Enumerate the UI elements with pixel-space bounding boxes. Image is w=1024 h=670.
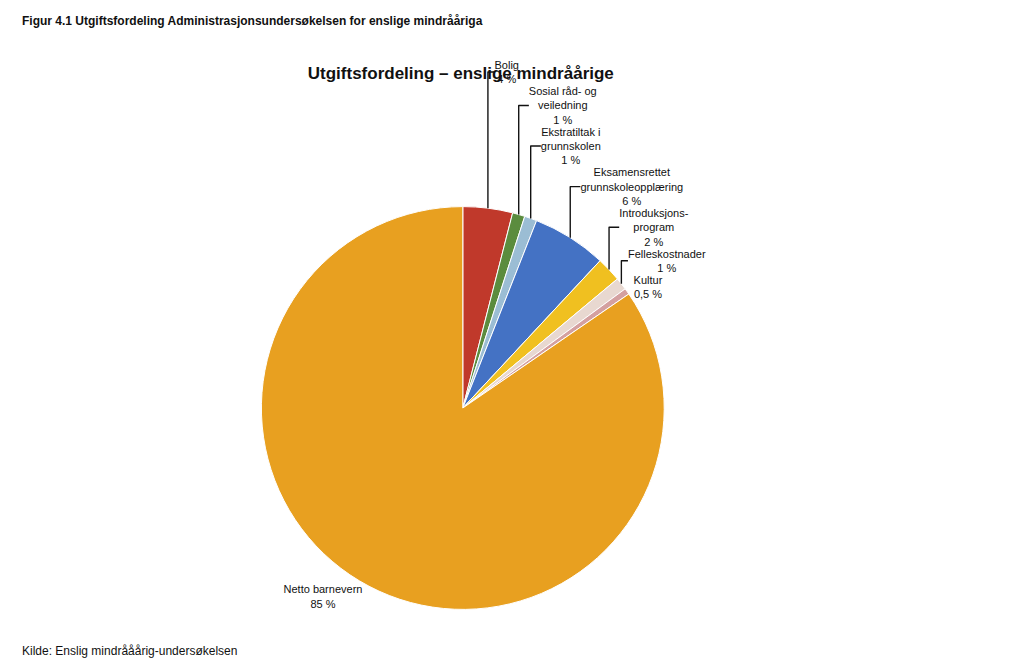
svg-text:Kilde: Enslig mindrååårig-unde: Kilde: Enslig mindrååårig-undersøkelsen [22, 644, 237, 658]
svg-text:Ekstratiltak igrunnskolen1 %: Ekstratiltak igrunnskolen1 % [541, 126, 601, 167]
svg-text:Figur 4.1 Utgiftsfordeling Adm: Figur 4.1 Utgiftsfordeling Administrasjo… [22, 14, 483, 28]
svg-text:Introduksjons-program2 %: Introduksjons-program2 % [619, 207, 688, 248]
svg-text:Kultur0,5 %: Kultur0,5 % [634, 274, 663, 300]
svg-text:Utgiftsfordeling – enslige min: Utgiftsfordeling – enslige mindråårige [308, 64, 614, 83]
svg-text:Bolig4 %: Bolig4 % [494, 59, 518, 85]
svg-text:Eksamensrettetgrunnskoleopplær: Eksamensrettetgrunnskoleopplæring6 % [580, 166, 683, 207]
svg-text:Felleskostnader1 %: Felleskostnader1 % [628, 248, 706, 274]
svg-text:Sosial råd- ogveiledning1 %: Sosial råd- ogveiledning1 % [529, 85, 597, 126]
svg-text:Netto barnevern85 %: Netto barnevern85 % [284, 583, 363, 609]
